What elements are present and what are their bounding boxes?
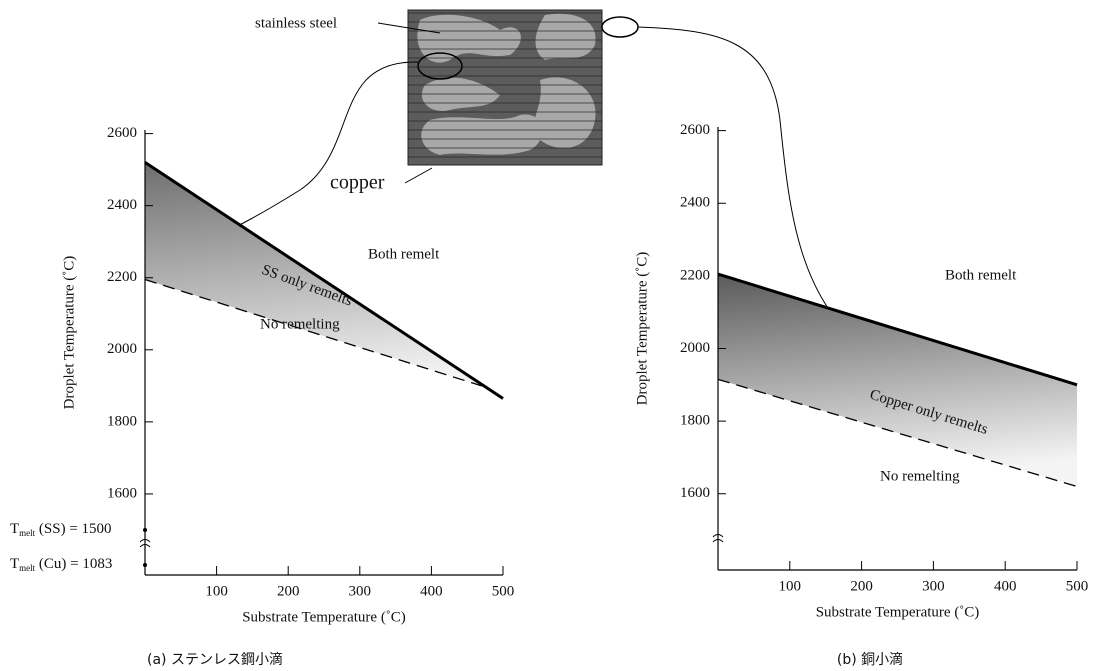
x-axis-label: Substrate Temperature (˚C): [242, 609, 406, 625]
x-tick-label: 400: [420, 583, 443, 599]
y-tick-label: 2000: [680, 340, 710, 356]
x-tick-label: 400: [994, 578, 1017, 594]
label-arrow: [377, 22, 441, 34]
melt-rest: (Cu) = 1083: [35, 556, 112, 572]
connector: [637, 26, 873, 356]
inset-label: copper: [330, 172, 385, 194]
melt-rest: (SS) = 1500: [35, 521, 111, 537]
y-tick-label: 2400: [107, 197, 137, 213]
y-axis-label: Droplet Temperature (˚C): [61, 256, 77, 410]
inset-marker: [601, 16, 639, 38]
x-tick-label: 300: [922, 578, 945, 594]
y-tick-label: 2000: [107, 341, 137, 357]
y-tick-label: 1800: [107, 413, 137, 429]
x-axis-label: Substrate Temperature (˚C): [816, 604, 980, 620]
melt-symbol: T: [10, 556, 19, 572]
region-label: No remelting: [880, 468, 960, 484]
x-tick-label: 500: [492, 583, 515, 599]
melt-dot: [143, 528, 147, 532]
caption: (a) ステンレス鋼小滴: [147, 651, 283, 668]
inset-marker: [417, 52, 463, 80]
x-tick-label: 300: [349, 583, 372, 599]
x-tick-label: 100: [779, 578, 802, 594]
x-tick-label: 200: [850, 578, 873, 594]
axis-break: [139, 539, 151, 548]
boundary-line: [144, 161, 504, 400]
region-label: No remelting: [260, 316, 340, 332]
x-tick-label: 500: [1066, 578, 1089, 594]
inset: stainless steel copper: [209, 9, 873, 356]
y-tick-label: 2400: [680, 195, 710, 211]
y-tick-label: 1600: [107, 485, 137, 501]
y-tick-label: 2600: [107, 125, 137, 141]
region-label: Both remelt: [945, 267, 1017, 283]
x-tick-label: 200: [277, 583, 300, 599]
y-axis-label: Droplet Temperature (˚C): [634, 252, 650, 406]
inset-lines: [407, 9, 603, 166]
x-tick-label: 100: [205, 583, 228, 599]
label-arrow: [404, 167, 433, 184]
melt-label: Tmelt (SS) = 1500: [10, 521, 112, 538]
connector: [209, 61, 419, 241]
y-tick-label: 2200: [107, 269, 137, 285]
axis-break: [712, 534, 724, 543]
melt-symbol: T: [10, 521, 19, 537]
y-tick-label: 1800: [680, 413, 710, 429]
melt-dot: [143, 563, 147, 567]
boundary-line: [717, 378, 1078, 488]
region-label: Both remelt: [368, 246, 440, 262]
melt-subscript: melt: [19, 528, 35, 538]
melt-label: Tmelt (Cu) = 1083: [10, 556, 112, 573]
boundary-line: [144, 278, 482, 387]
melt-subscript: melt: [19, 563, 35, 573]
caption: (b) 銅小滴: [837, 651, 903, 668]
inset-label: stainless steel: [255, 15, 337, 31]
remelt-band: [718, 274, 1077, 487]
boundary-line: [717, 272, 1078, 387]
y-tick-label: 2600: [680, 122, 710, 138]
y-tick-label: 2200: [680, 267, 710, 283]
y-tick-label: 1600: [680, 485, 710, 501]
